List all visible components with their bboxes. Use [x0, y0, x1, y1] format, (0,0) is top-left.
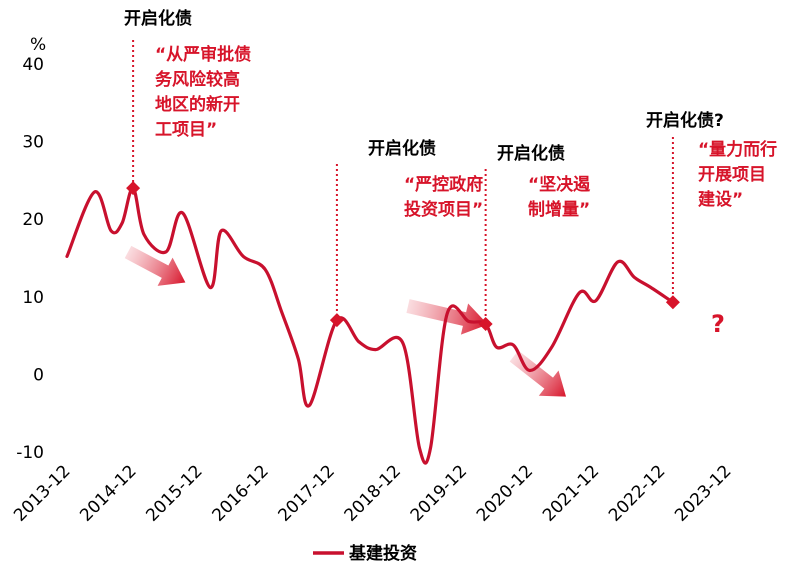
x-tick-label: 2015-12: [142, 461, 206, 525]
y-tick-label: 30: [22, 133, 44, 153]
x-tick-label: 2021-12: [539, 461, 603, 525]
x-tick-label: 2017-12: [275, 461, 339, 525]
event-note-line: 地区的新开: [155, 94, 240, 115]
event-markers: [126, 181, 680, 331]
y-tick-label: -10: [16, 443, 44, 463]
x-tick-label: 2013-12: [10, 461, 74, 525]
event-note-line: “从严审批债: [155, 44, 251, 65]
event-title: 开启化债: [368, 138, 436, 159]
y-unit-label: %: [30, 35, 46, 55]
x-tick-label: 2014-12: [76, 461, 140, 525]
y-axis-ticks: 40 30 20 10 0 -10: [16, 55, 44, 463]
event-marker: [126, 181, 141, 196]
event-note-line: 开展项目: [698, 165, 766, 185]
event-note-line: 工项目”: [155, 120, 217, 140]
x-tick-label: 2019-12: [407, 461, 471, 525]
y-tick-label: 20: [22, 210, 44, 230]
event-title: 开启化债: [124, 8, 192, 29]
down-arrow-2: [509, 350, 567, 397]
event-marker: [665, 295, 680, 310]
question-mark: ?: [711, 310, 725, 338]
event-title: 开启化债?: [646, 110, 724, 131]
series-line-基建投资: [65, 186, 675, 465]
x-tick-label: 2022-12: [605, 461, 669, 525]
legend-label: 基建投资: [348, 543, 417, 564]
event-lines: [132, 40, 674, 324]
y-tick-label: 40: [22, 55, 44, 75]
y-tick-label: 0: [33, 365, 44, 385]
x-tick-label: 2016-12: [208, 461, 272, 525]
x-tick-label: 2023-12: [671, 461, 735, 525]
down-arrow-1: [124, 245, 186, 286]
y-tick-label: 10: [22, 288, 44, 308]
event-note-line: “坚决遏: [528, 174, 591, 195]
event-title: 开启化债: [497, 143, 565, 164]
legend: 基建投资: [313, 543, 417, 564]
event-note-line: 投资项目”: [404, 199, 483, 220]
event-marker: [329, 313, 344, 328]
event-note-line: 制增量”: [528, 199, 590, 220]
event-note-line: 务风险较高: [155, 69, 240, 90]
event-note-line: 建设”: [698, 189, 743, 210]
x-axis-ticks: 2013-12 2014-12 2015-12 2016-12 2017-12 2018-…: [10, 461, 735, 525]
event-note-line: “量力而行: [698, 139, 777, 160]
x-tick-label: 2020-12: [473, 461, 537, 525]
x-tick-label: 2018-12: [341, 461, 405, 525]
event-note-line: “严控政府: [404, 174, 483, 195]
event-marker: [478, 316, 493, 331]
